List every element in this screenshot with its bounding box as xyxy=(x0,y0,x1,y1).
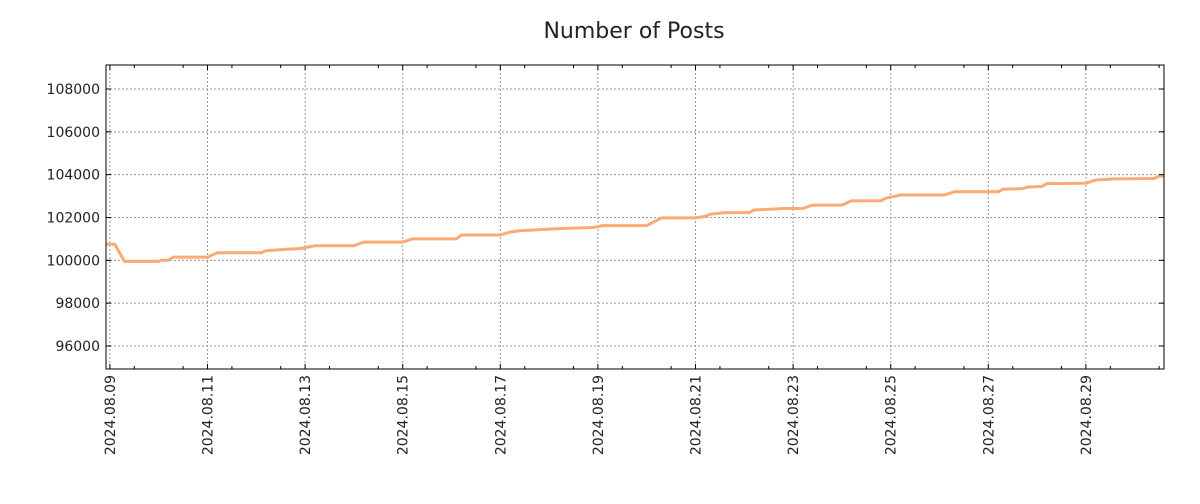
y-tick-label: 106000 xyxy=(47,125,100,141)
x-tick-label: 2024.08.23 xyxy=(786,375,802,455)
y-tick-label: 104000 xyxy=(47,168,100,184)
y-tick-label: 96000 xyxy=(55,339,100,355)
x-tick-label: 2024.08.29 xyxy=(1079,375,1095,455)
x-tick-label: 2024.08.21 xyxy=(689,375,705,455)
x-tick-label: 2024.08.11 xyxy=(201,375,217,455)
x-tick-label: 2024.08.13 xyxy=(298,375,314,455)
series-line xyxy=(106,174,1164,263)
x-tick-label: 2024.08.19 xyxy=(591,375,607,455)
grid xyxy=(106,65,1164,369)
axis-ticks: 96000 98000 100000 102000 104000 106000 108000… xyxy=(47,65,1164,455)
series-group xyxy=(106,174,1164,263)
x-tick-label: 2024.08.25 xyxy=(884,375,900,455)
y-tick-label: 100000 xyxy=(47,253,100,269)
x-tick-label: 2024.08.09 xyxy=(103,375,119,455)
x-tick-label: 2024.08.17 xyxy=(493,375,509,455)
y-tick-label: 102000 xyxy=(47,210,100,226)
x-tick-label: 2024.08.27 xyxy=(981,375,997,455)
x-tick-label: 2024.08.15 xyxy=(396,375,412,455)
chart-title: Number of Posts xyxy=(543,19,724,44)
y-tick-label: 108000 xyxy=(47,82,100,98)
y-tick-label: 98000 xyxy=(55,296,100,312)
